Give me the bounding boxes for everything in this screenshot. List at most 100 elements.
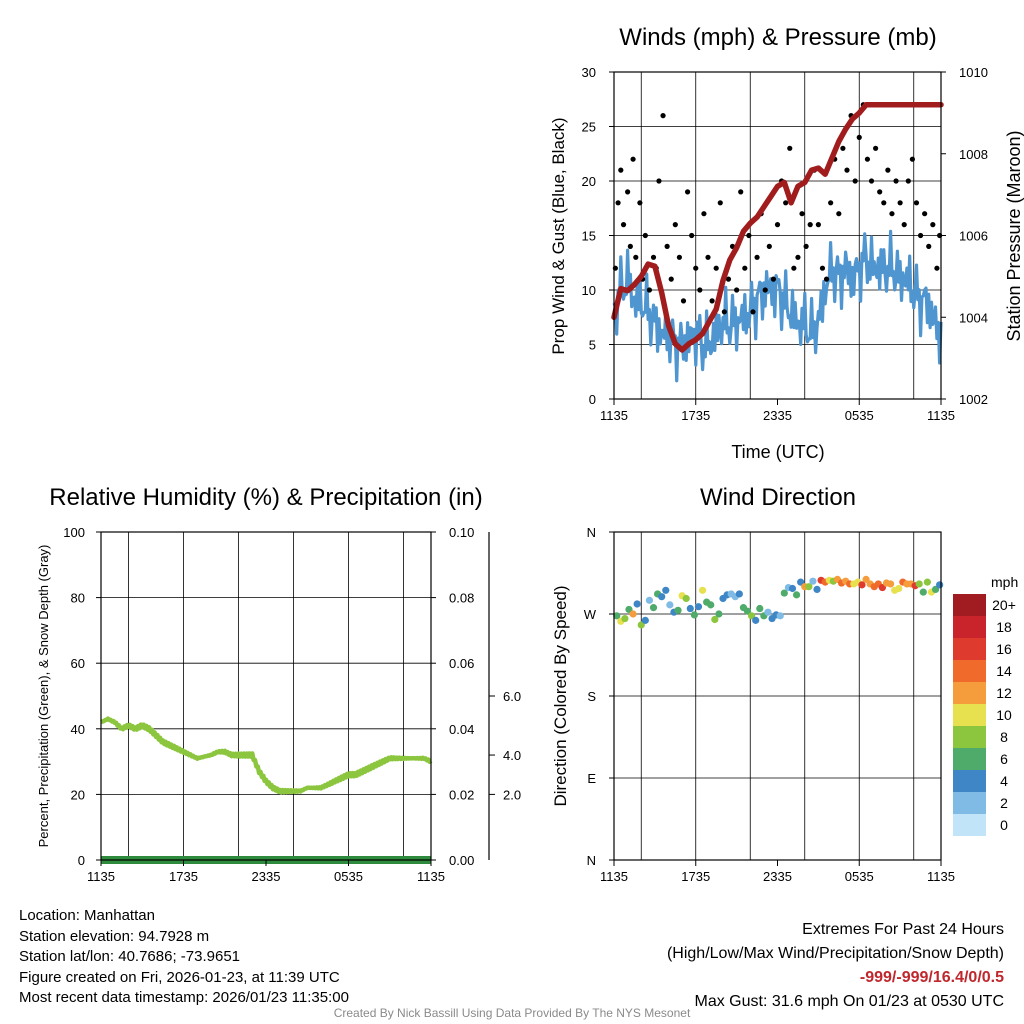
direction-point bbox=[690, 611, 698, 619]
gust-point bbox=[901, 222, 907, 228]
direction-point bbox=[666, 601, 674, 609]
winds-ytick-label: 0 bbox=[589, 392, 596, 407]
legend-swatch bbox=[953, 748, 986, 770]
gust-point bbox=[701, 211, 707, 217]
gust-point bbox=[656, 178, 662, 184]
humidity-precip-chart: Relative Humidity (%) & Precipitation (i… bbox=[36, 484, 521, 884]
direction-point bbox=[641, 616, 649, 624]
gust-point bbox=[905, 178, 911, 184]
winds-y2tick-label: 1010 bbox=[959, 65, 988, 80]
gust-point bbox=[852, 178, 858, 184]
chart-title: Relative Humidity (%) & Precipitation (i… bbox=[49, 484, 482, 511]
winds-xtick-label: 2335 bbox=[763, 408, 792, 423]
gust-point bbox=[868, 178, 875, 184]
winds-ytick-label: 25 bbox=[582, 120, 596, 135]
extremes-labels: (High/Low/Max Wind/Precipitation/Snow De… bbox=[666, 945, 1004, 962]
direction-point bbox=[629, 610, 637, 618]
gust-point bbox=[930, 222, 936, 228]
gust-point bbox=[754, 254, 760, 260]
elevation-text: Station elevation: 94.7928 m bbox=[19, 927, 210, 945]
rh-xtick-label: 2335 bbox=[252, 869, 281, 884]
winds-y2tick-label: 1006 bbox=[959, 229, 988, 244]
gust-point bbox=[705, 254, 711, 260]
snow-tick-label: 6.0 bbox=[503, 689, 521, 704]
rh-y2tick-label: 0.10 bbox=[449, 525, 474, 540]
gust-point bbox=[746, 232, 752, 239]
gust-point bbox=[618, 167, 624, 173]
direction-point bbox=[813, 585, 821, 594]
gust-point bbox=[668, 276, 674, 282]
gust-point bbox=[680, 298, 687, 304]
legend-swatch bbox=[953, 726, 986, 748]
legend-label: 20+ bbox=[992, 597, 1016, 613]
gust-point bbox=[819, 265, 826, 271]
direction-point bbox=[886, 580, 895, 588]
gust-point bbox=[913, 200, 920, 206]
extremes-info: Extremes For Past 24 Hours (High/Low/Max… bbox=[667, 918, 1004, 1014]
gust-point bbox=[750, 309, 756, 315]
legend-label: 18 bbox=[996, 619, 1012, 635]
gust-point bbox=[828, 200, 834, 206]
direction-point bbox=[694, 603, 703, 611]
gust-point bbox=[713, 265, 719, 271]
x-axis-label: Time (UTC) bbox=[731, 442, 824, 462]
legend-label: 8 bbox=[1000, 729, 1008, 745]
gust-point bbox=[791, 265, 797, 271]
direction-point bbox=[923, 578, 931, 586]
gust-point bbox=[787, 145, 793, 151]
legend-label: 6 bbox=[1000, 751, 1008, 767]
gust-point bbox=[917, 232, 924, 239]
winds-xtick-label: 1735 bbox=[681, 408, 710, 423]
gust-point bbox=[684, 189, 691, 195]
dir-xtick-label: 1135 bbox=[927, 869, 955, 884]
rh-xtick-label: 1735 bbox=[169, 869, 198, 884]
direction-point bbox=[649, 604, 658, 612]
winds-ytick-label: 15 bbox=[582, 229, 596, 244]
legend-swatch bbox=[953, 660, 986, 682]
direction-point bbox=[919, 588, 927, 596]
humidity-series-line bbox=[99, 716, 433, 795]
recent-text: Most recent data timestamp: 2026/01/23 1… bbox=[19, 989, 349, 1006]
credit-text: Created By Nick Bassill Using Data Provi… bbox=[333, 1006, 691, 1020]
gust-point bbox=[799, 211, 805, 217]
gust-point bbox=[672, 222, 678, 228]
gust-point bbox=[620, 222, 627, 228]
chart-title: Winds (mph) & Pressure (mb) bbox=[619, 24, 936, 51]
y-axis-label: Percent, Precipitation (Green), & Snow D… bbox=[36, 545, 51, 848]
direction-point bbox=[621, 614, 629, 623]
legend-swatch bbox=[953, 638, 986, 660]
legend-swatch bbox=[953, 814, 986, 836]
legend-swatch bbox=[953, 616, 986, 638]
max-gust-text: Max Gust: 31.6 mph On 01/23 at 0530 UTC bbox=[694, 993, 1005, 1010]
dir-xtick-label: 1735 bbox=[681, 869, 710, 884]
gust-point bbox=[893, 178, 899, 184]
direction-point bbox=[809, 577, 817, 585]
legend-swatch bbox=[953, 594, 986, 616]
gust-point bbox=[922, 211, 928, 217]
direction-point bbox=[686, 604, 694, 613]
winds-ytick-label: 10 bbox=[582, 283, 596, 298]
dir-xtick-label: 2335 bbox=[763, 869, 792, 884]
gust-point bbox=[660, 113, 666, 119]
gust-point bbox=[926, 243, 932, 249]
gust-point bbox=[877, 189, 883, 195]
snow-tick-label: 4.0 bbox=[503, 748, 521, 763]
legend-label: 0 bbox=[1000, 817, 1008, 833]
rh-ytick-label: 20 bbox=[71, 787, 85, 802]
direction-point bbox=[698, 586, 707, 594]
gust-point bbox=[803, 243, 809, 249]
dir-ytick-label: N bbox=[587, 853, 596, 868]
rh-frame bbox=[100, 531, 432, 861]
dir-xtick-label: 0535 bbox=[845, 869, 874, 884]
direction-point bbox=[682, 594, 690, 603]
winds-xtick-label: 1135 bbox=[600, 408, 628, 423]
direction-point bbox=[936, 581, 944, 589]
gust-point bbox=[637, 200, 643, 206]
gust-point bbox=[721, 309, 727, 315]
rh-y2tick-label: 0.04 bbox=[449, 722, 474, 737]
rh-ytick-label: 40 bbox=[71, 722, 85, 737]
wind-direction-chart: Wind Direction 1135 1735 2335 0535 1135 N E S W N D… bbox=[551, 484, 1018, 884]
winds-ytick-label: 20 bbox=[582, 174, 596, 189]
legend-label: 10 bbox=[996, 707, 1012, 723]
gust-point bbox=[774, 222, 781, 228]
